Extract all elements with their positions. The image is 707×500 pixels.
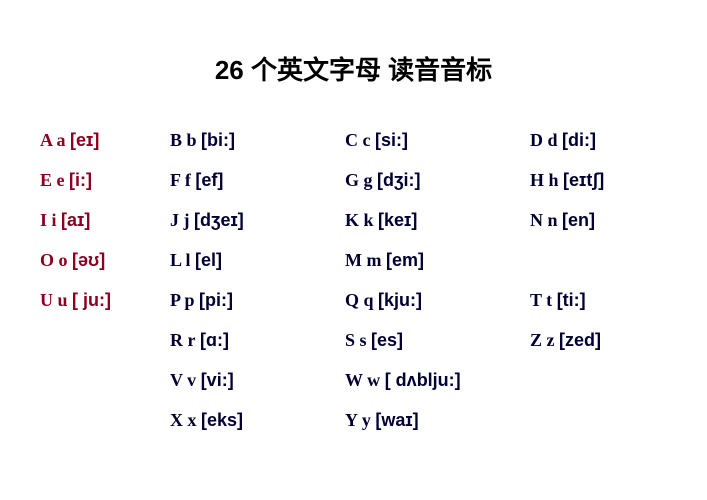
ipa-label: [ ju:] [72, 290, 111, 310]
letter-label: N n [530, 210, 558, 230]
letter-label: B b [170, 130, 197, 150]
ipa-label: [pi:] [199, 290, 233, 310]
alphabet-cell: Y y [waɪ] [345, 410, 530, 431]
alphabet-cell: E e [i:] [40, 170, 170, 191]
letter-label: U u [40, 290, 68, 310]
ipa-label: [ef] [195, 170, 223, 190]
ipa-label: [em] [386, 250, 424, 270]
alphabet-cell: U u [ ju:] [40, 290, 170, 311]
letter-label: Z z [530, 330, 555, 350]
ipa-label: [dʒi:] [377, 170, 420, 190]
letter-label: T t [530, 290, 552, 310]
letter-label: F f [170, 170, 191, 190]
letter-label: W w [345, 370, 380, 390]
letter-label: L l [170, 250, 191, 270]
ipa-label: [di:] [562, 130, 596, 150]
letter-label: H h [530, 170, 559, 190]
letter-label: Q q [345, 290, 374, 310]
alphabet-cell: P p [pi:] [170, 290, 345, 311]
ipa-label: [vi:] [201, 370, 234, 390]
alphabet-cell: N n [en] [530, 210, 680, 231]
alphabet-cell: O o [əʊ] [40, 250, 170, 271]
ipa-label: [eɪtʃ] [563, 170, 604, 190]
letter-label: V v [170, 370, 196, 390]
ipa-label: [ɑ:] [200, 330, 229, 350]
ipa-label: [i:] [69, 170, 92, 190]
letter-label: G g [345, 170, 373, 190]
letter-label: M m [345, 250, 381, 270]
ipa-label: [ dʌblju:] [385, 370, 461, 390]
alphabet-cell: X x [eks] [170, 410, 345, 431]
letter-label: R r [170, 330, 196, 350]
letter-label: D d [530, 130, 558, 150]
page-title: 26 个英文字母 读音音标 [0, 50, 707, 87]
ipa-label: [eks] [201, 410, 243, 430]
alphabet-cell: B b [bi:] [170, 130, 345, 151]
letter-label: J j [170, 210, 190, 230]
alphabet-cell: K k [keɪ] [345, 210, 530, 231]
alphabet-cell: Q q [kju:] [345, 290, 530, 311]
letter-label: P p [170, 290, 195, 310]
ipa-label: [zed] [559, 330, 601, 350]
ipa-label: [keɪ] [378, 210, 417, 230]
letter-label: E e [40, 170, 65, 190]
alphabet-cell: J j [dʒeɪ] [170, 210, 345, 231]
ipa-label: [əʊ] [72, 250, 105, 270]
letter-label: C c [345, 130, 371, 150]
alphabet-cell: D d [di:] [530, 130, 680, 151]
alphabet-cell: C c [si:] [345, 130, 530, 151]
alphabet-cell: S s [es] [345, 330, 530, 351]
ipa-label: [es] [371, 330, 403, 350]
alphabet-cell: V v [vi:] [170, 370, 345, 391]
ipa-label: [si:] [375, 130, 408, 150]
alphabet-cell: A a [eɪ] [40, 130, 170, 151]
alphabet-cell: W w [ dʌblju:] [345, 370, 530, 391]
ipa-label: [dʒeɪ] [194, 210, 244, 230]
letter-label: A a [40, 130, 66, 150]
ipa-label: [ti:] [557, 290, 586, 310]
alphabet-cell: G g [dʒi:] [345, 170, 530, 191]
alphabet-cell: M m [em] [345, 250, 530, 271]
alphabet-cell: T t [ti:] [530, 290, 680, 311]
alphabet-cell: F f [ef] [170, 170, 345, 191]
ipa-label: [el] [195, 250, 222, 270]
alphabet-cell: L l [el] [170, 250, 345, 271]
alphabet-cell: R r [ɑ:] [170, 330, 345, 351]
alphabet-cell: Z z [zed] [530, 330, 680, 351]
letter-label: Y y [345, 410, 371, 430]
letter-label: I i [40, 210, 57, 230]
letter-label: O o [40, 250, 68, 270]
ipa-label: [aɪ] [61, 210, 90, 230]
ipa-label: [waɪ] [375, 410, 418, 430]
ipa-label: [bi:] [201, 130, 235, 150]
alphabet-cell: I i [aɪ] [40, 210, 170, 231]
ipa-label: [kju:] [378, 290, 422, 310]
alphabet-table: A a [eɪ]B b [bi:]C c [si:]D d [di:]E e [… [40, 120, 677, 440]
ipa-label: [eɪ] [70, 130, 99, 150]
letter-label: S s [345, 330, 367, 350]
alphabet-cell: H h [eɪtʃ] [530, 170, 680, 191]
ipa-label: [en] [562, 210, 595, 230]
letter-label: K k [345, 210, 374, 230]
letter-label: X x [170, 410, 197, 430]
